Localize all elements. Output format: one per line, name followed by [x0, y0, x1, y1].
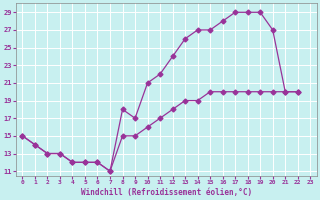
X-axis label: Windchill (Refroidissement éolien,°C): Windchill (Refroidissement éolien,°C) — [81, 188, 252, 197]
